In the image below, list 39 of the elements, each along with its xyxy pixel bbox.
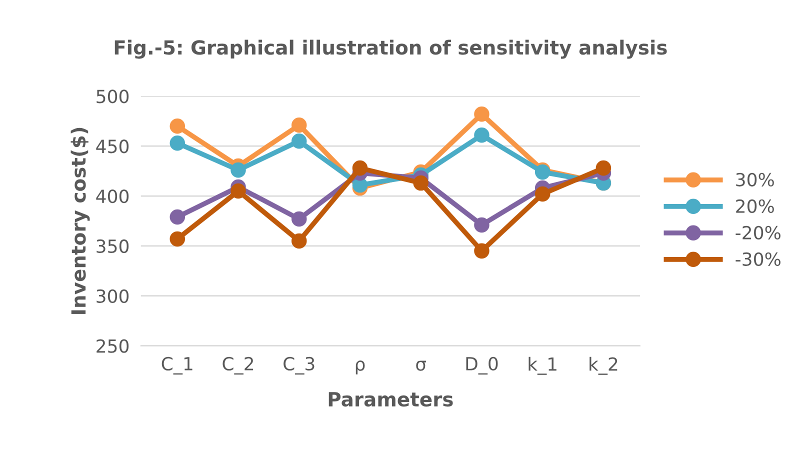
x-tick-label: C_2 — [222, 356, 254, 375]
legend-label: -30% — [736, 252, 780, 266]
point — [534, 186, 550, 202]
point — [474, 243, 490, 259]
point — [474, 217, 490, 233]
point — [291, 211, 307, 227]
x-tick-label: D_0 — [466, 356, 498, 375]
point — [474, 127, 490, 143]
point — [291, 233, 307, 249]
x-tick-label: ρ — [356, 360, 365, 374]
point — [230, 162, 246, 178]
point — [230, 183, 246, 199]
legend-label: 20% — [736, 199, 774, 213]
legend-label: 30% — [736, 172, 774, 186]
y-tick-label: 300 — [96, 289, 129, 303]
chart-title: Fig.-5: Graphical illustration of sensitivity analysis — [114, 40, 667, 59]
point — [413, 175, 428, 191]
x-tick-label: k_1 — [528, 356, 556, 375]
point — [170, 209, 186, 225]
x-tick-label: C_3 — [284, 356, 314, 375]
point — [474, 106, 490, 122]
x-tick-label: σ — [416, 360, 426, 371]
x-tick-label: k_2 — [590, 356, 618, 375]
legend-label: -20% — [736, 226, 780, 240]
y-tick-label: 450 — [96, 140, 129, 154]
point — [170, 231, 186, 247]
y-tick-label: 250 — [96, 339, 129, 353]
x-axis-title: Parameters — [328, 392, 453, 407]
x-tick-label: C_1 — [162, 356, 192, 375]
y-tick-label: 350 — [96, 239, 129, 254]
point — [596, 160, 612, 176]
point — [170, 118, 186, 134]
y-tick-label: 500 — [96, 90, 129, 104]
y-axis-title: Inventory cost($) — [70, 128, 90, 314]
point — [352, 160, 368, 176]
point — [291, 133, 307, 149]
point — [291, 117, 307, 133]
point — [170, 135, 186, 151]
y-tick-label: 400 — [96, 189, 129, 204]
